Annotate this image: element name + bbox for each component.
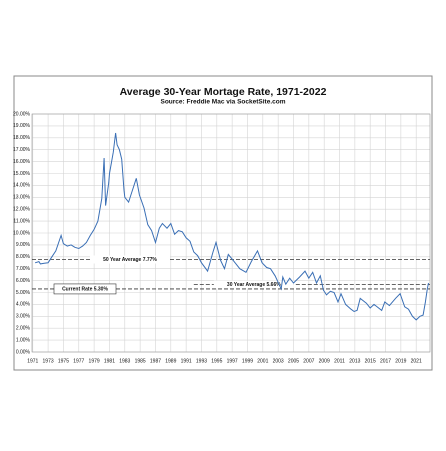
reference-label: 30 Year Average 5.66% [227,282,281,288]
x-tick-label: 1975 [58,358,69,364]
x-tick-label: 2011 [334,358,345,364]
y-tick-label: 5.00% [16,290,31,296]
y-tick-label: 4.00% [16,302,31,308]
x-tick-label: 2007 [303,358,314,364]
x-tick-label: 1995 [211,358,222,364]
label-box [53,283,117,295]
plot-border [31,113,431,353]
x-tick-label: 1977 [73,358,84,364]
x-tick-label: 2017 [380,358,391,364]
y-tick-label: 14.00% [13,183,31,189]
y-tick-label: 10.00% [13,230,31,236]
y-tick-label: 9.00% [16,242,31,248]
y-tick-label: 13.00% [13,195,31,201]
y-tick-label: 8.00% [16,254,31,260]
x-tick-label: 2001 [257,358,268,364]
y-tick-label: 16.00% [13,159,31,165]
y-tick-label: 19.00% [13,123,31,129]
label-bg [90,255,170,264]
y-tick-label: 0.00% [16,349,31,355]
y-tick-label: 20.00% [13,111,31,117]
x-tick-label: 2005 [288,358,299,364]
data-line [34,132,429,321]
chart-frame [13,75,433,371]
chart-subtitle: Source: Freddie Mac via SocketSite.com [161,99,286,106]
x-tick-label: 2015 [365,358,376,364]
x-tick-label: 1983 [119,358,130,364]
x-tick-label: 1971 [27,358,38,364]
x-tick-label: 1979 [89,358,100,364]
x-tick-label: 1989 [165,358,176,364]
x-tick-label: 2003 [273,358,284,364]
y-tick-label: 15.00% [13,171,31,177]
x-tick-label: 1987 [150,358,161,364]
y-tick-label: 7.00% [16,266,31,272]
x-tick-label: 2013 [349,358,360,364]
x-tick-label: 2021 [411,358,422,364]
y-tick-label: 3.00% [16,314,31,320]
y-tick-label: 17.00% [13,147,31,153]
label-bg [213,280,294,289]
y-tick-label: 11.00% [13,218,30,224]
x-tick-label: 2019 [395,358,406,364]
x-tick-label: 2009 [319,358,330,364]
x-tick-label: 1985 [135,358,146,364]
reference-label: Current Rate 5.30% [62,286,108,292]
y-tick-label: 18.00% [13,135,31,141]
x-tick-label: 1981 [104,358,115,364]
x-tick-label: 1973 [43,358,54,364]
x-tick-label: 1999 [242,358,253,364]
y-tick-label: 6.00% [16,278,31,284]
x-tick-label: 1991 [181,358,192,364]
y-tick-label: 2.00% [16,326,31,332]
x-tick-label: 1993 [196,358,207,364]
y-tick-label: 12.00% [13,207,31,213]
y-tick-label: 1.00% [16,337,31,343]
x-tick-label: 1997 [227,358,238,364]
chart-title: Average 30-Year Mortage Rate, 1971-2022 [120,86,327,98]
reference-label: 50 Year Average 7.77% [103,257,157,263]
